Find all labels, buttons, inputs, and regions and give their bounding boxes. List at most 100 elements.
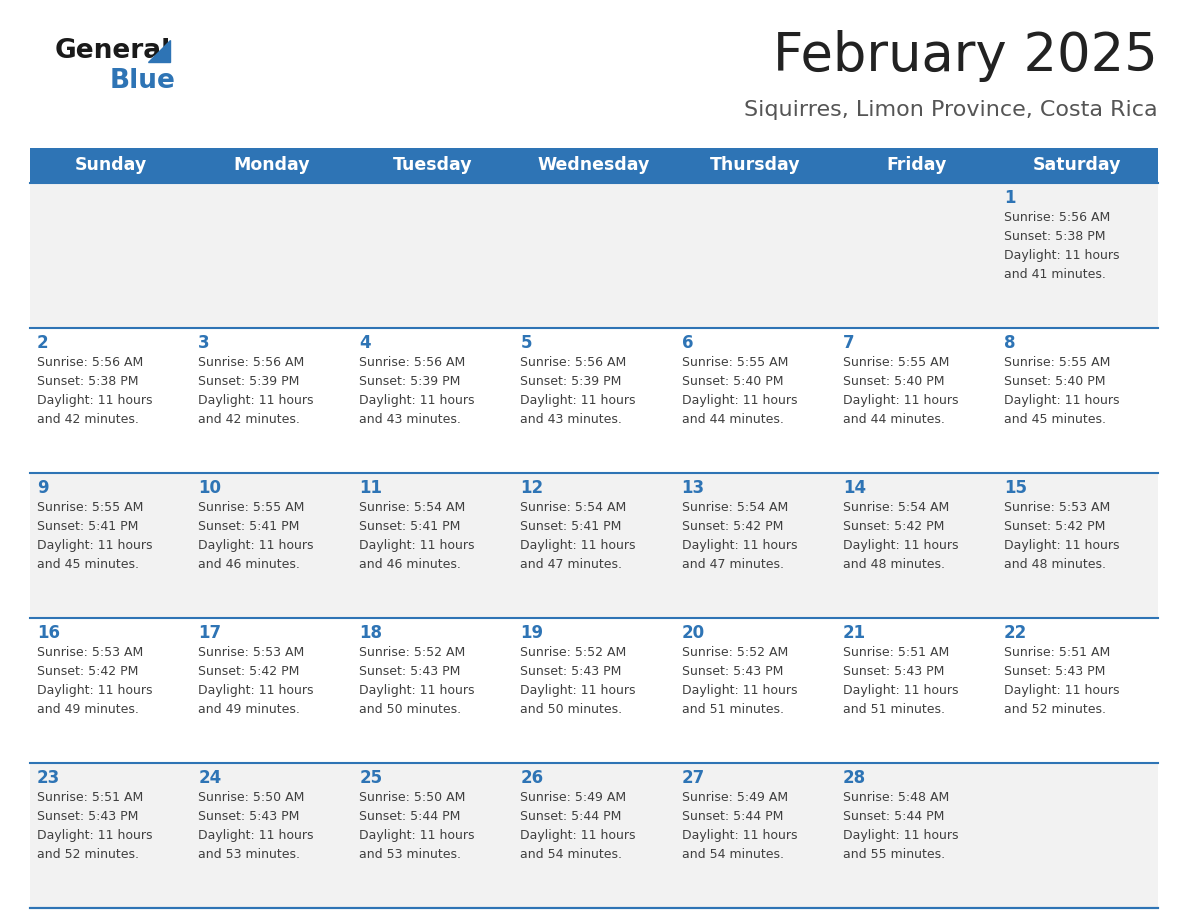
Text: Sunrise: 5:56 AM: Sunrise: 5:56 AM <box>520 356 627 369</box>
Text: Daylight: 11 hours: Daylight: 11 hours <box>842 829 959 842</box>
Text: Sunrise: 5:55 AM: Sunrise: 5:55 AM <box>37 501 144 514</box>
Text: and 42 minutes.: and 42 minutes. <box>198 413 301 426</box>
Text: Sunrise: 5:51 AM: Sunrise: 5:51 AM <box>37 791 144 804</box>
Text: Daylight: 11 hours: Daylight: 11 hours <box>682 394 797 407</box>
Text: and 45 minutes.: and 45 minutes. <box>37 558 139 571</box>
Text: 6: 6 <box>682 334 693 352</box>
Text: and 47 minutes.: and 47 minutes. <box>682 558 784 571</box>
Text: and 44 minutes.: and 44 minutes. <box>842 413 944 426</box>
Text: Daylight: 11 hours: Daylight: 11 hours <box>520 829 636 842</box>
Text: General: General <box>55 38 171 64</box>
Text: Sunset: 5:43 PM: Sunset: 5:43 PM <box>520 665 621 678</box>
Text: Daylight: 11 hours: Daylight: 11 hours <box>1004 539 1119 552</box>
Text: Sunset: 5:39 PM: Sunset: 5:39 PM <box>359 375 461 388</box>
Text: and 43 minutes.: and 43 minutes. <box>520 413 623 426</box>
Text: Daylight: 11 hours: Daylight: 11 hours <box>682 539 797 552</box>
Text: 2: 2 <box>37 334 49 352</box>
Text: 28: 28 <box>842 769 866 787</box>
Text: Sunrise: 5:52 AM: Sunrise: 5:52 AM <box>682 646 788 659</box>
Text: Daylight: 11 hours: Daylight: 11 hours <box>359 684 475 697</box>
Text: Blue: Blue <box>110 68 176 94</box>
Text: and 55 minutes.: and 55 minutes. <box>842 848 944 861</box>
Text: 3: 3 <box>198 334 210 352</box>
Text: 20: 20 <box>682 624 704 642</box>
Text: and 52 minutes.: and 52 minutes. <box>37 848 139 861</box>
Text: Sunrise: 5:50 AM: Sunrise: 5:50 AM <box>359 791 466 804</box>
Text: 12: 12 <box>520 479 544 497</box>
Text: Sunrise: 5:51 AM: Sunrise: 5:51 AM <box>842 646 949 659</box>
Text: Sunset: 5:41 PM: Sunset: 5:41 PM <box>198 520 299 533</box>
Text: Daylight: 11 hours: Daylight: 11 hours <box>1004 394 1119 407</box>
Text: Sunrise: 5:55 AM: Sunrise: 5:55 AM <box>682 356 788 369</box>
Text: Sunset: 5:43 PM: Sunset: 5:43 PM <box>1004 665 1105 678</box>
Text: Sunrise: 5:54 AM: Sunrise: 5:54 AM <box>682 501 788 514</box>
Text: Wednesday: Wednesday <box>538 156 650 174</box>
Text: 16: 16 <box>37 624 61 642</box>
Text: Sunrise: 5:52 AM: Sunrise: 5:52 AM <box>359 646 466 659</box>
Text: 18: 18 <box>359 624 383 642</box>
Text: Sunset: 5:41 PM: Sunset: 5:41 PM <box>520 520 621 533</box>
Text: February 2025: February 2025 <box>773 30 1158 82</box>
Text: Sunset: 5:39 PM: Sunset: 5:39 PM <box>520 375 621 388</box>
Text: Sunset: 5:43 PM: Sunset: 5:43 PM <box>842 665 944 678</box>
Text: Sunset: 5:42 PM: Sunset: 5:42 PM <box>198 665 299 678</box>
Text: Thursday: Thursday <box>710 156 801 174</box>
Bar <box>30 618 1158 763</box>
Text: Sunrise: 5:54 AM: Sunrise: 5:54 AM <box>520 501 627 514</box>
Text: and 45 minutes.: and 45 minutes. <box>1004 413 1106 426</box>
Text: Sunset: 5:38 PM: Sunset: 5:38 PM <box>37 375 139 388</box>
Text: 17: 17 <box>198 624 221 642</box>
Text: Sunrise: 5:56 AM: Sunrise: 5:56 AM <box>359 356 466 369</box>
Text: and 41 minutes.: and 41 minutes. <box>1004 268 1106 281</box>
Text: Daylight: 11 hours: Daylight: 11 hours <box>520 394 636 407</box>
Text: Sunset: 5:42 PM: Sunset: 5:42 PM <box>682 520 783 533</box>
Text: Daylight: 11 hours: Daylight: 11 hours <box>37 684 152 697</box>
Text: Daylight: 11 hours: Daylight: 11 hours <box>842 539 959 552</box>
Text: and 53 minutes.: and 53 minutes. <box>359 848 461 861</box>
Text: Daylight: 11 hours: Daylight: 11 hours <box>198 539 314 552</box>
Text: Sunrise: 5:56 AM: Sunrise: 5:56 AM <box>37 356 144 369</box>
Text: Sunset: 5:41 PM: Sunset: 5:41 PM <box>359 520 461 533</box>
Text: Sunrise: 5:53 AM: Sunrise: 5:53 AM <box>1004 501 1110 514</box>
Text: Sunset: 5:44 PM: Sunset: 5:44 PM <box>842 810 944 823</box>
Text: 19: 19 <box>520 624 544 642</box>
Text: Daylight: 11 hours: Daylight: 11 hours <box>359 829 475 842</box>
Text: Daylight: 11 hours: Daylight: 11 hours <box>359 394 475 407</box>
Text: Sunset: 5:42 PM: Sunset: 5:42 PM <box>37 665 138 678</box>
Text: Sunrise: 5:49 AM: Sunrise: 5:49 AM <box>520 791 626 804</box>
Text: Tuesday: Tuesday <box>393 156 473 174</box>
Text: Monday: Monday <box>233 156 310 174</box>
Text: Sunset: 5:40 PM: Sunset: 5:40 PM <box>842 375 944 388</box>
Text: 7: 7 <box>842 334 854 352</box>
Text: and 54 minutes.: and 54 minutes. <box>682 848 784 861</box>
Text: Sunset: 5:43 PM: Sunset: 5:43 PM <box>37 810 138 823</box>
Bar <box>30 148 1158 183</box>
Text: Sunrise: 5:53 AM: Sunrise: 5:53 AM <box>198 646 304 659</box>
Text: Sunrise: 5:54 AM: Sunrise: 5:54 AM <box>359 501 466 514</box>
Text: and 43 minutes.: and 43 minutes. <box>359 413 461 426</box>
Text: and 54 minutes.: and 54 minutes. <box>520 848 623 861</box>
Text: 27: 27 <box>682 769 704 787</box>
Text: Sunset: 5:43 PM: Sunset: 5:43 PM <box>359 665 461 678</box>
Text: 15: 15 <box>1004 479 1026 497</box>
Text: and 48 minutes.: and 48 minutes. <box>842 558 944 571</box>
Text: and 52 minutes.: and 52 minutes. <box>1004 703 1106 716</box>
Text: Sunrise: 5:49 AM: Sunrise: 5:49 AM <box>682 791 788 804</box>
Text: Sunset: 5:40 PM: Sunset: 5:40 PM <box>682 375 783 388</box>
Text: Daylight: 11 hours: Daylight: 11 hours <box>682 829 797 842</box>
Bar <box>30 328 1158 473</box>
Text: 24: 24 <box>198 769 221 787</box>
Text: Sunrise: 5:53 AM: Sunrise: 5:53 AM <box>37 646 144 659</box>
Text: and 46 minutes.: and 46 minutes. <box>359 558 461 571</box>
Text: 9: 9 <box>37 479 49 497</box>
Text: Sunset: 5:42 PM: Sunset: 5:42 PM <box>1004 520 1105 533</box>
Text: Sunset: 5:44 PM: Sunset: 5:44 PM <box>359 810 461 823</box>
Text: Daylight: 11 hours: Daylight: 11 hours <box>198 829 314 842</box>
Text: 13: 13 <box>682 479 704 497</box>
Text: 1: 1 <box>1004 189 1016 207</box>
Text: Sunrise: 5:55 AM: Sunrise: 5:55 AM <box>198 501 304 514</box>
Text: Sunrise: 5:56 AM: Sunrise: 5:56 AM <box>198 356 304 369</box>
Text: and 44 minutes.: and 44 minutes. <box>682 413 783 426</box>
Text: Sunrise: 5:50 AM: Sunrise: 5:50 AM <box>198 791 304 804</box>
Text: Daylight: 11 hours: Daylight: 11 hours <box>37 829 152 842</box>
